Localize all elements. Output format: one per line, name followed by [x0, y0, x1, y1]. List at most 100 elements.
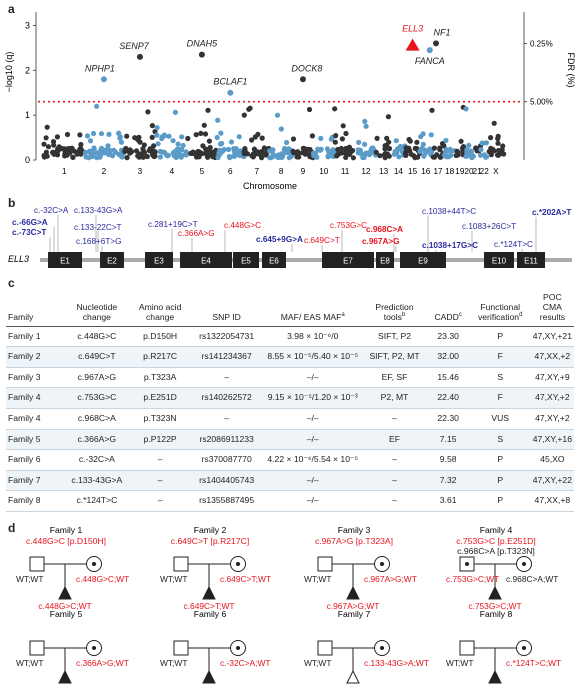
- mother-genotype: c.133-43G>A;WT: [364, 658, 429, 668]
- pedigree: Family 7WT;WTc.133-43G>A;WTWT;WT: [304, 609, 429, 684]
- table-cell: Family 4: [6, 408, 64, 430]
- x-tick-label: 18: [445, 167, 455, 176]
- data-point: [414, 139, 420, 145]
- ell3-gene-map: ELL3 E1 E2 E3 E4 E5 E6 E7 E8 E9 E10 E11 c.-32C>Ac.…: [8, 206, 572, 268]
- pedigree-variant: c.649C>T [p.R217C]: [171, 536, 249, 546]
- data-point: [215, 117, 221, 123]
- data-point: [403, 145, 409, 151]
- table-cell: 15.46: [426, 367, 470, 389]
- data-point: [107, 148, 113, 154]
- gene-point: [100, 76, 107, 83]
- exon-label: E10: [492, 257, 507, 266]
- table-cell: 9.58: [426, 449, 470, 471]
- data-point: [249, 153, 255, 159]
- variant-label: c.133-22C>T: [74, 223, 122, 232]
- table-cell: p.E251D: [130, 387, 191, 409]
- exon-label: E7: [343, 257, 353, 266]
- variant-label: c.*202A>T: [532, 208, 571, 217]
- data-point: [396, 154, 402, 160]
- table-cell: –/–: [263, 367, 363, 389]
- data-point: [311, 153, 317, 159]
- variant-label: c.1083+26C>T: [462, 222, 516, 231]
- father-genotype: WT;WT: [304, 574, 331, 584]
- table-cell: 3.98 × 10⁻⁶/0: [263, 326, 363, 348]
- data-point: [175, 141, 181, 147]
- table-cell: VUS: [469, 408, 531, 430]
- data-point: [61, 146, 67, 152]
- data-point: [278, 126, 284, 132]
- table-cell: 9.15 × 10⁻⁵/1.20 × 10⁻³: [263, 387, 363, 409]
- data-point: [212, 149, 218, 155]
- pedigree-title: Family 2: [194, 525, 227, 535]
- gene-label: NF1: [433, 27, 450, 37]
- data-point: [355, 150, 361, 156]
- x-tick-label: 15: [408, 167, 418, 176]
- gene-point: [432, 40, 439, 47]
- highlight-triangle: [405, 38, 420, 51]
- data-point: [118, 139, 124, 145]
- data-point: [315, 146, 321, 152]
- child-triangle: [202, 669, 216, 684]
- data-point: [495, 140, 501, 146]
- pedigree-variant: c.967A>G [p.T323A]: [315, 536, 393, 546]
- data-point: [385, 145, 391, 151]
- table-cell: P: [469, 449, 531, 471]
- data-point: [469, 155, 475, 161]
- table-cell: –: [362, 470, 427, 492]
- data-point: [385, 114, 391, 120]
- gene-label: ELL3: [402, 24, 423, 34]
- gene-label: FANCA: [415, 56, 445, 66]
- data-point: [170, 138, 176, 144]
- exon-label: E6: [269, 257, 279, 266]
- data-point: [412, 155, 418, 161]
- header-cadd: CADDc: [426, 292, 470, 327]
- data-point: [336, 151, 342, 157]
- data-point: [338, 145, 344, 152]
- table-cell: p.D150H: [130, 326, 191, 348]
- child-genotype: c.967A>G;WT: [327, 601, 380, 611]
- table-cell: Family 2: [6, 346, 64, 368]
- data-point: [91, 145, 97, 151]
- pedigree-title: Family 8: [480, 609, 513, 619]
- data-point: [340, 123, 346, 129]
- pedigree-variant: c.753G>C [p.E251D]: [456, 536, 536, 546]
- panel-b-letter: b: [8, 196, 16, 210]
- pedigree: Family 1c.448G>C [p.D150H] WT;WT c.448G>C;…: [16, 525, 129, 611]
- table-cell: –/–: [263, 470, 363, 492]
- table-cell: Family 6: [6, 449, 64, 471]
- data-point: [374, 135, 380, 141]
- exon-label: E8: [380, 257, 390, 266]
- data-point: [56, 144, 62, 150]
- data-point: [159, 135, 165, 142]
- data-point: [200, 143, 206, 149]
- exon-box: [180, 252, 232, 268]
- pedigree-title: Family 5: [50, 609, 83, 619]
- table-cell: rs140262572: [190, 387, 264, 409]
- x-tick-label: 2: [102, 167, 107, 176]
- table-cell: –: [190, 367, 264, 389]
- data-point: [480, 140, 486, 146]
- data-point: [202, 131, 209, 137]
- data-point: [324, 146, 330, 152]
- table-cell: c.*124T>C: [63, 490, 130, 512]
- father-square: [173, 640, 189, 656]
- exon-label: E2: [107, 257, 117, 266]
- data-point: [500, 143, 506, 149]
- data-point: [429, 149, 435, 155]
- data-point: [152, 153, 158, 159]
- variant-label: c.753G>C: [330, 221, 367, 230]
- pedigree: Family 4c.753G>C [p.E251D]c.968C>A [p.T3…: [446, 525, 558, 611]
- data-point: [147, 146, 153, 152]
- father-square: [459, 640, 475, 656]
- data-point: [112, 149, 119, 155]
- data-point: [87, 138, 94, 144]
- child-triangle: [346, 669, 360, 684]
- data-point: [219, 140, 225, 147]
- pedigree-title: Family 3: [338, 525, 371, 535]
- pedigree: Family 6WT;WTc.-32C>A;WTc.-32C>A;WT: [160, 609, 271, 684]
- right-tick-label: 5.00%: [530, 98, 553, 107]
- data-point: [290, 136, 297, 142]
- data-point: [295, 149, 301, 155]
- gene-labels: NPHP1 SENP7 DNAH5 BCLAF1 DOCK8 ELL3 FANCA NF1: [85, 24, 451, 87]
- data-point: [291, 150, 297, 156]
